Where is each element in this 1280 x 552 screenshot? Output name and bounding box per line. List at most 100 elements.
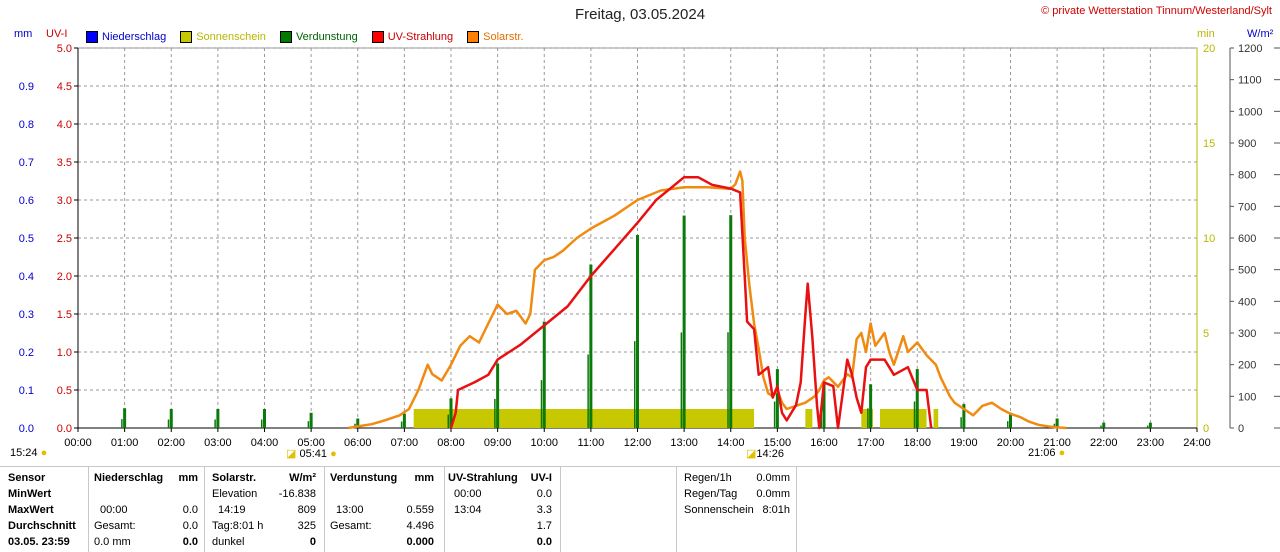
sunshine-bar — [413, 409, 755, 428]
uv-radiation-line — [449, 175, 933, 430]
uv-unit-label: UV-I — [46, 28, 68, 40]
evaporation-bar-minor — [1007, 421, 1009, 428]
evaporation-bar-minor — [634, 341, 636, 428]
x-tick-label: 24:00 — [1183, 437, 1211, 449]
evaporation-bar — [263, 409, 266, 428]
evaporation-bar-minor — [1146, 425, 1149, 428]
evaporation-bar — [729, 215, 733, 428]
evaporation-bar — [822, 382, 826, 428]
uv-tick-label: 4.5 — [57, 81, 72, 93]
weather-chart: 00:00 01:00 02:00 03:00 04:00 05:00 06:00 07:00… — [19, 43, 1280, 449]
wm2-tick-label: 100 — [1238, 391, 1256, 403]
noon-time: ◪14:26 — [746, 448, 784, 460]
sunrise-time: ◪ 05:41 ● — [286, 448, 337, 460]
x-tick-label: 16:00 — [810, 437, 838, 449]
solar-radiation-line — [348, 170, 1067, 430]
mm-unit-label: mm — [14, 28, 33, 40]
evaporation-bar-minor — [214, 419, 216, 428]
wm2-tick-label: 1000 — [1238, 106, 1262, 118]
legend-label: Niederschlag — [102, 31, 167, 43]
x-tick-label: 08:00 — [437, 437, 465, 449]
mm-tick-label: 0.3 — [19, 309, 34, 321]
evaporation-bar-minor — [587, 354, 589, 428]
legend-label: Sonnenschein — [196, 31, 266, 43]
mm-tick-label: 0.8 — [19, 119, 34, 131]
x-tick-label: 13:00 — [670, 437, 698, 449]
uv-tick-label: 0.5 — [57, 385, 72, 397]
min-tick-label: 10 — [1203, 233, 1215, 245]
wm2-tick-label: 1200 — [1238, 43, 1262, 55]
x-tick-label: 03:00 — [204, 437, 232, 449]
legend-label: Verdunstung — [295, 31, 358, 43]
wm2-tick-label: 200 — [1238, 360, 1256, 372]
evaporation-bar-minor — [540, 380, 543, 428]
legend-item-uv: UV-Strahlung — [371, 31, 454, 43]
uv-tick-label: 5.0 — [57, 43, 72, 55]
evaporation-bar-minor — [680, 332, 683, 428]
min-unit-label: min — [1197, 28, 1215, 40]
evaporation-bar — [775, 369, 779, 428]
evaporation-bar-minor — [307, 421, 310, 428]
x-tick-label: 00:00 — [64, 437, 92, 449]
evaporation-bar — [682, 215, 686, 428]
evaporation-bar — [962, 404, 966, 428]
x-tick-label: 23:00 — [1137, 437, 1165, 449]
mm-tick-label: 0.9 — [19, 81, 34, 93]
legend-item-verdunstung: Verdunstung — [279, 31, 358, 43]
sunshine-bar — [805, 409, 813, 428]
evaporation-bar-minor — [121, 419, 123, 428]
x-tick-label: 06:00 — [344, 437, 372, 449]
evaporation-bar-minor — [167, 419, 170, 428]
evaporation-bar-minor — [261, 419, 263, 428]
evaporation-bar — [542, 321, 546, 428]
evaporation-bar-minor — [447, 414, 449, 428]
evaporation-bar — [309, 412, 313, 428]
mm-tick-label: 0.6 — [19, 195, 34, 207]
uv-tick-label: 2.5 — [57, 233, 72, 245]
evaporation-bar — [1009, 412, 1012, 428]
evaporation-bar-minor — [867, 408, 869, 428]
x-tick-label: 01:00 — [111, 437, 139, 449]
stats-extra-column: Regen/1h 0.0mm Regen/Tag 0.0mm Sonnenschei… — [684, 472, 790, 516]
stats-divider — [0, 466, 1280, 467]
uv-tick-label: 2.0 — [57, 271, 72, 283]
evaporation-bar-minor — [400, 421, 403, 428]
evaporation-bar — [496, 363, 500, 428]
evaporation-bar — [636, 234, 639, 428]
wm2-tick-label: 500 — [1238, 265, 1256, 277]
legend-item-solar: Solarstr. — [467, 31, 524, 43]
x-tick-label: 14:00 — [717, 437, 745, 449]
evaporation-bar — [1148, 422, 1152, 428]
x-tick-label: 18:00 — [903, 437, 931, 449]
legend-swatch — [86, 31, 98, 43]
evaporation-bar-minor — [913, 401, 916, 428]
x-tick-label: 21:00 — [1043, 437, 1071, 449]
stats-precip-column: Niederschlag mm 00:00 0.0 Gesamt: 0.0 0.0 m… — [94, 472, 198, 548]
x-tick-label: 22:00 — [1090, 437, 1118, 449]
x-tick-label: 11:00 — [578, 437, 605, 449]
evaporation-bar — [123, 408, 127, 428]
uv-tick-label: 0.0 — [57, 423, 72, 435]
legend-item-sonnenschein: Sonnenschein — [180, 31, 266, 43]
x-tick-label: 10:00 — [530, 437, 558, 449]
x-tick-label: 12:00 — [624, 437, 652, 449]
uv-tick-label: 1.5 — [57, 309, 72, 321]
wm2-tick-label: 1100 — [1238, 75, 1262, 87]
uv-tick-label: 3.0 — [57, 195, 72, 207]
sunrise-icon: ◪ — [286, 448, 297, 460]
legend-swatch — [371, 31, 384, 43]
legend-label: UV-Strahlung — [387, 31, 454, 43]
sun-left-time: 15:24 ● — [10, 447, 48, 459]
min-tick-label: 20 — [1203, 43, 1215, 55]
mm-tick-label: 0.7 — [19, 157, 34, 169]
evaporation-bar-minor — [1100, 425, 1102, 428]
stats-uv-column: UV-Strahlung UV-I 00:00 0.0 13:04 3.3 1.7 0… — [448, 472, 552, 548]
min-tick-label: 0 — [1203, 423, 1209, 435]
mm-tick-label: 0.1 — [19, 385, 34, 397]
evaporation-bar-minor — [773, 401, 776, 428]
chart-legend: Niederschlag Sonnenschein Verdunstung UV… — [86, 31, 538, 43]
mm-tick-label: 0.0 — [19, 423, 34, 435]
sun-noon-icon: ◪ — [746, 448, 757, 460]
evaporation-bar — [915, 369, 919, 428]
x-tick-label: 17:00 — [857, 437, 885, 449]
